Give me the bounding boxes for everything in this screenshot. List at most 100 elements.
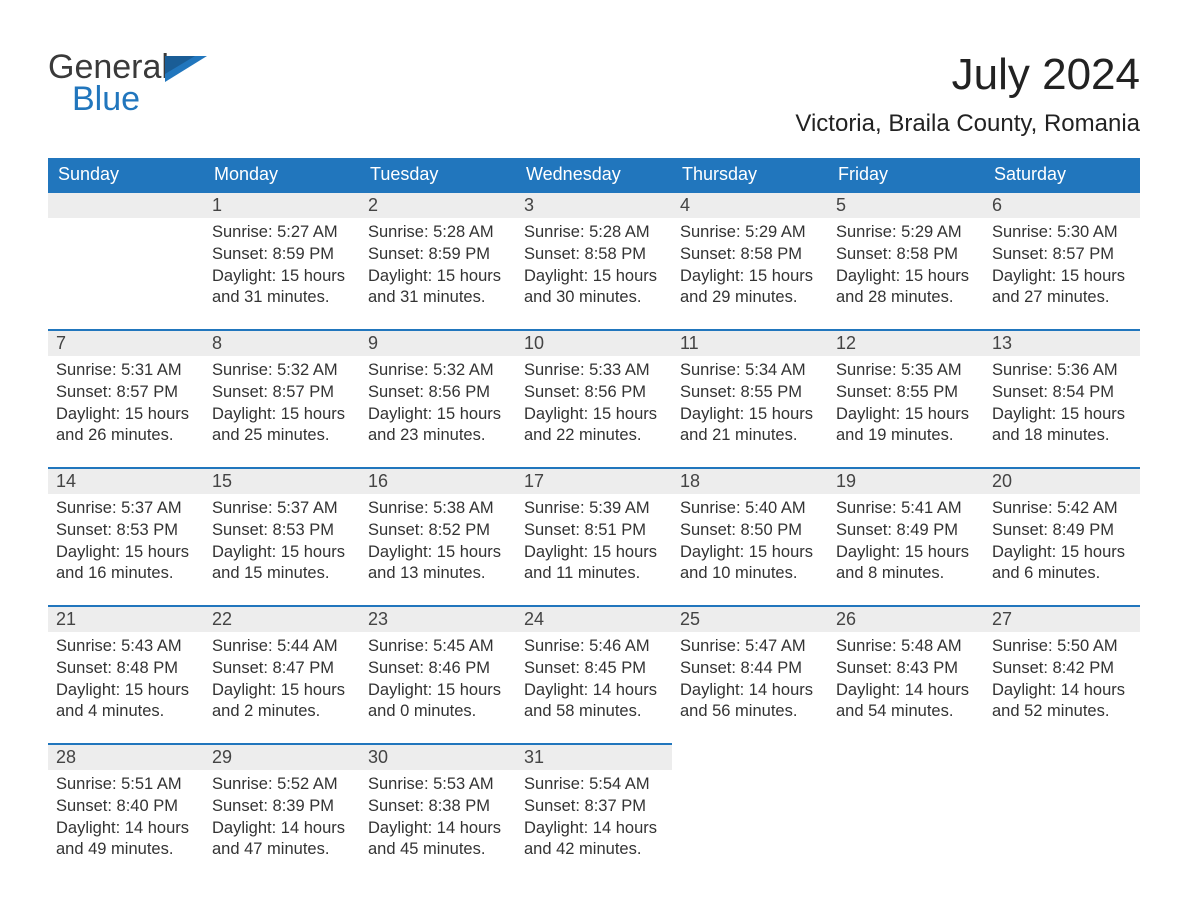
- calendar-cell: 23Sunrise: 5:45 AMSunset: 8:46 PMDayligh…: [360, 605, 516, 743]
- day-number: 28: [48, 743, 204, 770]
- sunset-line: Sunset: 8:53 PM: [212, 520, 352, 542]
- calendar-cell: 21Sunrise: 5:43 AMSunset: 8:48 PMDayligh…: [48, 605, 204, 743]
- daylight-line2: and 45 minutes.: [368, 839, 508, 861]
- sunset-line: Sunset: 8:44 PM: [680, 658, 820, 680]
- sunset-line: Sunset: 8:43 PM: [836, 658, 976, 680]
- day-number: 27: [984, 605, 1140, 632]
- day-details: Sunrise: 5:41 AMSunset: 8:49 PMDaylight:…: [828, 494, 984, 591]
- day-details: Sunrise: 5:47 AMSunset: 8:44 PMDaylight:…: [672, 632, 828, 729]
- day-details: Sunrise: 5:45 AMSunset: 8:46 PMDaylight:…: [360, 632, 516, 729]
- weekday-header: Wednesday: [516, 158, 672, 191]
- sunrise-line: Sunrise: 5:37 AM: [56, 498, 196, 520]
- day-number: 29: [204, 743, 360, 770]
- day-number: 9: [360, 329, 516, 356]
- empty-day: [48, 191, 204, 218]
- daylight-line2: and 28 minutes.: [836, 287, 976, 309]
- sunset-line: Sunset: 8:59 PM: [368, 244, 508, 266]
- sunrise-line: Sunrise: 5:51 AM: [56, 774, 196, 796]
- sunset-line: Sunset: 8:47 PM: [212, 658, 352, 680]
- weekday-header: Saturday: [984, 158, 1140, 191]
- calendar-cell: [48, 191, 204, 329]
- day-details: Sunrise: 5:30 AMSunset: 8:57 PMDaylight:…: [984, 218, 1140, 315]
- sunset-line: Sunset: 8:51 PM: [524, 520, 664, 542]
- sunset-line: Sunset: 8:40 PM: [56, 796, 196, 818]
- day-number: 5: [828, 191, 984, 218]
- calendar-cell: 16Sunrise: 5:38 AMSunset: 8:52 PMDayligh…: [360, 467, 516, 605]
- daylight-line1: Daylight: 14 hours: [524, 680, 664, 702]
- day-details: Sunrise: 5:36 AMSunset: 8:54 PMDaylight:…: [984, 356, 1140, 453]
- sunrise-line: Sunrise: 5:43 AM: [56, 636, 196, 658]
- sunrise-line: Sunrise: 5:33 AM: [524, 360, 664, 382]
- daylight-line2: and 6 minutes.: [992, 563, 1132, 585]
- calendar-cell: 8Sunrise: 5:32 AMSunset: 8:57 PMDaylight…: [204, 329, 360, 467]
- day-number: 3: [516, 191, 672, 218]
- calendar-cell: 9Sunrise: 5:32 AMSunset: 8:56 PMDaylight…: [360, 329, 516, 467]
- daylight-line1: Daylight: 15 hours: [368, 542, 508, 564]
- day-number: 23: [360, 605, 516, 632]
- logo-text: General Blue: [48, 50, 169, 117]
- calendar-cell: 2Sunrise: 5:28 AMSunset: 8:59 PMDaylight…: [360, 191, 516, 329]
- calendar-cell: 31Sunrise: 5:54 AMSunset: 8:37 PMDayligh…: [516, 743, 672, 881]
- day-number: 6: [984, 191, 1140, 218]
- day-details: Sunrise: 5:33 AMSunset: 8:56 PMDaylight:…: [516, 356, 672, 453]
- calendar-body: 1Sunrise: 5:27 AMSunset: 8:59 PMDaylight…: [48, 191, 1140, 881]
- day-details: Sunrise: 5:34 AMSunset: 8:55 PMDaylight:…: [672, 356, 828, 453]
- day-number: 18: [672, 467, 828, 494]
- daylight-line1: Daylight: 15 hours: [212, 404, 352, 426]
- sunset-line: Sunset: 8:55 PM: [836, 382, 976, 404]
- calendar-cell: [672, 743, 828, 881]
- daylight-line1: Daylight: 15 hours: [836, 266, 976, 288]
- sunrise-line: Sunrise: 5:38 AM: [368, 498, 508, 520]
- daylight-line2: and 49 minutes.: [56, 839, 196, 861]
- daylight-line2: and 31 minutes.: [368, 287, 508, 309]
- sunrise-line: Sunrise: 5:30 AM: [992, 222, 1132, 244]
- location: Victoria, Braila County, Romania: [795, 110, 1140, 138]
- sunset-line: Sunset: 8:59 PM: [212, 244, 352, 266]
- title-block: July 2024 Victoria, Braila County, Roman…: [795, 50, 1140, 150]
- calendar-header-row: SundayMondayTuesdayWednesdayThursdayFrid…: [48, 158, 1140, 191]
- daylight-line2: and 52 minutes.: [992, 701, 1132, 723]
- logo: General Blue: [48, 50, 207, 117]
- day-number: 22: [204, 605, 360, 632]
- calendar-cell: 5Sunrise: 5:29 AMSunset: 8:58 PMDaylight…: [828, 191, 984, 329]
- calendar-cell: 25Sunrise: 5:47 AMSunset: 8:44 PMDayligh…: [672, 605, 828, 743]
- day-number: 31: [516, 743, 672, 770]
- calendar-cell: 19Sunrise: 5:41 AMSunset: 8:49 PMDayligh…: [828, 467, 984, 605]
- daylight-line2: and 10 minutes.: [680, 563, 820, 585]
- sunset-line: Sunset: 8:38 PM: [368, 796, 508, 818]
- sunrise-line: Sunrise: 5:35 AM: [836, 360, 976, 382]
- day-number: 15: [204, 467, 360, 494]
- daylight-line2: and 16 minutes.: [56, 563, 196, 585]
- day-number: 30: [360, 743, 516, 770]
- sunset-line: Sunset: 8:57 PM: [992, 244, 1132, 266]
- sunrise-line: Sunrise: 5:29 AM: [680, 222, 820, 244]
- day-details: Sunrise: 5:44 AMSunset: 8:47 PMDaylight:…: [204, 632, 360, 729]
- calendar-cell: 17Sunrise: 5:39 AMSunset: 8:51 PMDayligh…: [516, 467, 672, 605]
- sunset-line: Sunset: 8:52 PM: [368, 520, 508, 542]
- calendar-cell: 6Sunrise: 5:30 AMSunset: 8:57 PMDaylight…: [984, 191, 1140, 329]
- daylight-line2: and 19 minutes.: [836, 425, 976, 447]
- daylight-line1: Daylight: 15 hours: [212, 680, 352, 702]
- day-number: 24: [516, 605, 672, 632]
- day-details: Sunrise: 5:27 AMSunset: 8:59 PMDaylight:…: [204, 218, 360, 315]
- sunrise-line: Sunrise: 5:36 AM: [992, 360, 1132, 382]
- day-details: Sunrise: 5:28 AMSunset: 8:59 PMDaylight:…: [360, 218, 516, 315]
- weekday-header: Friday: [828, 158, 984, 191]
- day-details: Sunrise: 5:54 AMSunset: 8:37 PMDaylight:…: [516, 770, 672, 867]
- daylight-line2: and 30 minutes.: [524, 287, 664, 309]
- sunset-line: Sunset: 8:50 PM: [680, 520, 820, 542]
- daylight-line1: Daylight: 14 hours: [836, 680, 976, 702]
- day-details: Sunrise: 5:28 AMSunset: 8:58 PMDaylight:…: [516, 218, 672, 315]
- header: General Blue July 2024 Victoria, Braila …: [48, 50, 1140, 150]
- daylight-line1: Daylight: 14 hours: [680, 680, 820, 702]
- sunrise-line: Sunrise: 5:41 AM: [836, 498, 976, 520]
- daylight-line1: Daylight: 14 hours: [524, 818, 664, 840]
- calendar-cell: 26Sunrise: 5:48 AMSunset: 8:43 PMDayligh…: [828, 605, 984, 743]
- day-number: 7: [48, 329, 204, 356]
- day-details: Sunrise: 5:32 AMSunset: 8:56 PMDaylight:…: [360, 356, 516, 453]
- day-number: 2: [360, 191, 516, 218]
- sunset-line: Sunset: 8:37 PM: [524, 796, 664, 818]
- daylight-line1: Daylight: 15 hours: [992, 542, 1132, 564]
- daylight-line2: and 23 minutes.: [368, 425, 508, 447]
- daylight-line2: and 31 minutes.: [212, 287, 352, 309]
